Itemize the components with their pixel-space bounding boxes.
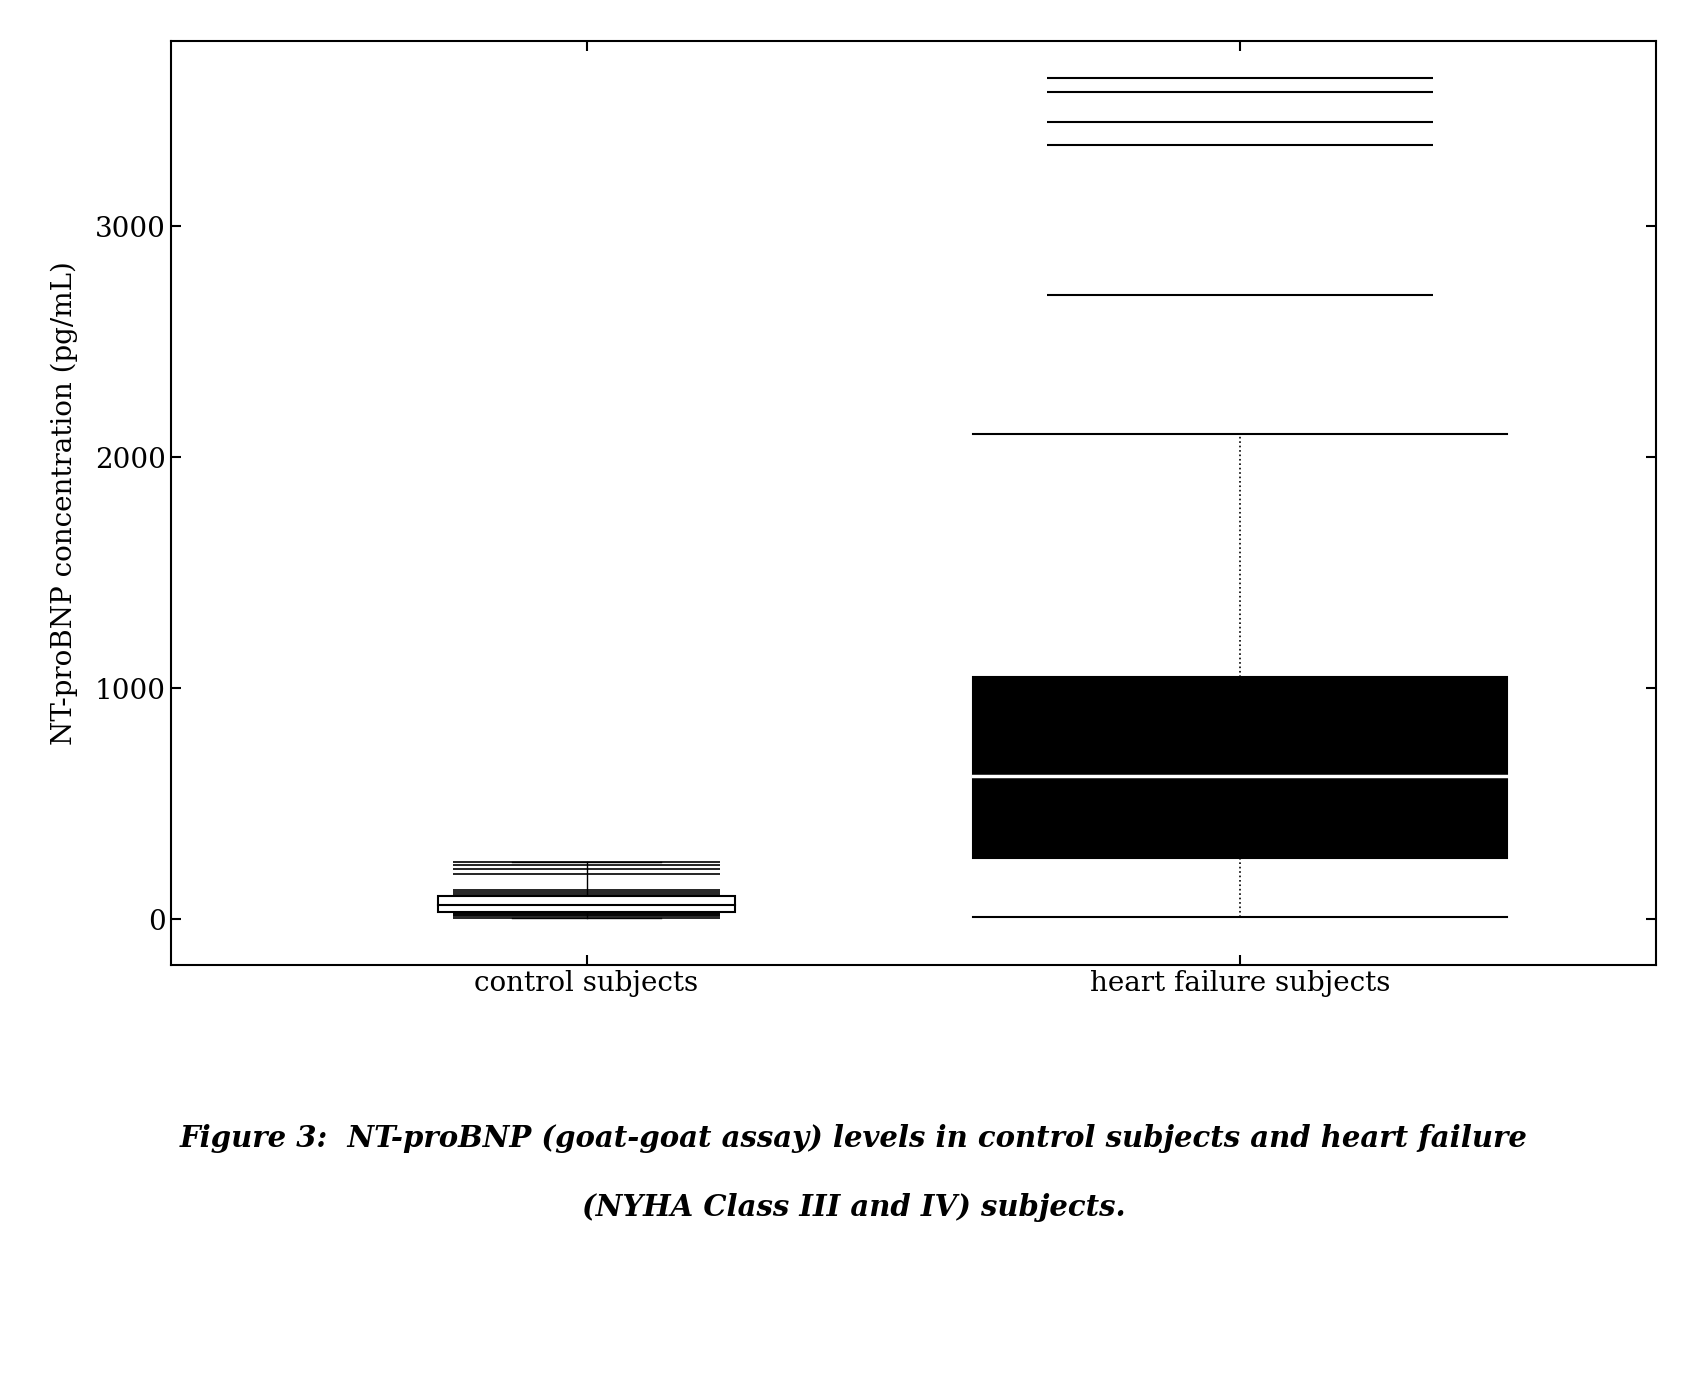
Text: Figure 3:  NT-proBNP (goat-goat assay) levels in control subjects and heart fail: Figure 3: NT-proBNP (goat-goat assay) le…: [179, 1124, 1528, 1153]
Y-axis label: NT-proBNP concentration (pg/mL): NT-proBNP concentration (pg/mL): [51, 262, 79, 745]
Text: (NYHA Class III and IV) subjects.: (NYHA Class III and IV) subjects.: [582, 1193, 1125, 1222]
Bar: [439, 896, 736, 912]
Bar: [973, 677, 1507, 858]
